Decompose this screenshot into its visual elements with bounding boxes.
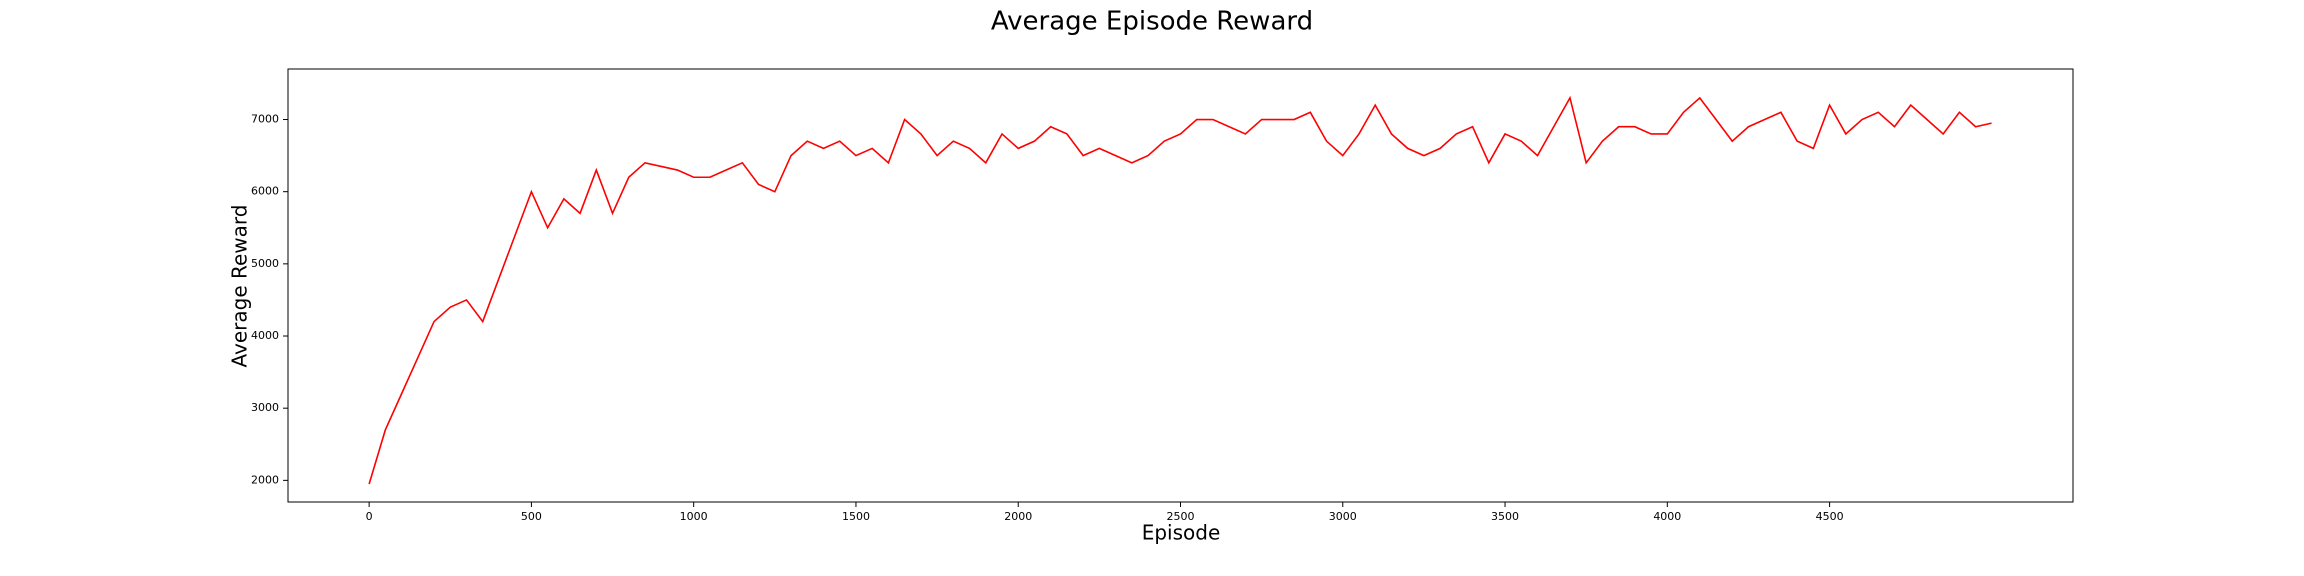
y-tick-label: 2000 <box>251 473 279 486</box>
x-axis-label: Episode <box>1142 521 1221 545</box>
y-tick-label: 5000 <box>251 257 279 270</box>
y-axis-label: Average Reward <box>228 205 252 368</box>
x-tick-label: 2000 <box>1004 510 1032 523</box>
y-tick-label: 3000 <box>251 401 279 414</box>
data-line <box>368 95 1992 485</box>
plot-frame <box>287 68 2074 503</box>
x-tick-label: 1500 <box>842 510 870 523</box>
y-tick-label: 4000 <box>251 329 279 342</box>
x-tick-label: 1000 <box>680 510 708 523</box>
x-tick-label: 3000 <box>1329 510 1357 523</box>
x-tick-label: 0 <box>366 510 373 523</box>
y-tick-label: 7000 <box>251 113 279 126</box>
x-tick-label: 4500 <box>1816 510 1844 523</box>
x-tick-label: 3500 <box>1491 510 1519 523</box>
x-tick-label: 500 <box>521 510 542 523</box>
x-tick-label: 4000 <box>1653 510 1681 523</box>
y-tick-label: 6000 <box>251 185 279 198</box>
chart-title: Average Episode Reward <box>991 7 1313 37</box>
x-tick-label: 2500 <box>1167 510 1195 523</box>
